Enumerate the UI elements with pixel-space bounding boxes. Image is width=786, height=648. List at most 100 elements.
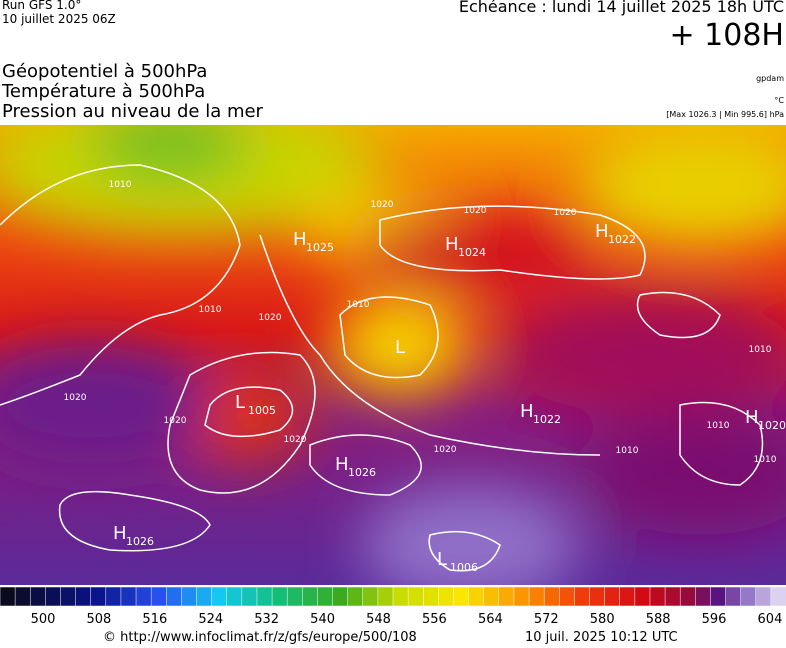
footer-url: © http://www.infoclimat.fr/z/gfs/europe/…	[103, 630, 417, 645]
isobar-label: 1010	[347, 300, 370, 310]
color-swatch	[483, 586, 500, 607]
unit: [Max 1026.3 | Min 995.6] hPa	[666, 110, 784, 119]
color-swatch	[710, 586, 727, 607]
color-swatch	[14, 586, 31, 607]
color-swatch	[619, 586, 636, 607]
isobar-label: 1010	[749, 345, 772, 355]
color-swatch	[755, 586, 772, 607]
isobar-label: 1020	[371, 200, 394, 210]
colorbar-label: 516	[142, 612, 167, 627]
color-swatch	[377, 586, 394, 607]
color-swatch	[770, 586, 786, 607]
color-swatch	[513, 586, 530, 607]
colorbar-label: 596	[702, 612, 727, 627]
isobar-label: 1010	[707, 421, 730, 431]
isobar-label: 1010	[616, 446, 639, 456]
color-swatch	[559, 586, 576, 607]
colorbar-label: 532	[254, 612, 279, 627]
colorbar-label: 580	[590, 612, 615, 627]
color-swatch	[211, 586, 228, 607]
color-swatch	[226, 586, 243, 607]
center-type: H	[335, 454, 349, 475]
color-swatch	[105, 586, 122, 607]
colorbar-label: 604	[758, 612, 783, 627]
color-swatch	[271, 586, 288, 607]
center-value: 1022	[533, 413, 561, 426]
isobar-label: 1010	[754, 455, 777, 465]
color-swatch	[725, 586, 742, 607]
color-swatch	[196, 586, 213, 607]
unit: gpdam	[756, 74, 784, 83]
color-swatch	[286, 586, 304, 607]
color-swatch	[302, 586, 319, 607]
center-value: 1025	[306, 241, 334, 254]
isobar-label: 1020	[554, 208, 577, 218]
colorbar-label: 548	[366, 612, 391, 627]
isobar-label: 1010	[199, 305, 222, 315]
isobar-label: 1020	[259, 313, 282, 323]
color-swatch	[29, 586, 47, 607]
color-swatch	[120, 586, 137, 607]
color-swatch	[90, 586, 107, 607]
color-swatch	[604, 586, 621, 607]
unit: °C	[774, 96, 784, 105]
color-swatch	[649, 586, 666, 607]
color-swatch	[135, 586, 152, 607]
color-swatch	[166, 586, 183, 607]
color-swatch	[589, 586, 606, 607]
center-value: 1005	[248, 404, 276, 417]
footer-timestamp: 10 juil. 2025 10:12 UTC	[525, 630, 678, 645]
center-type: H	[113, 523, 127, 544]
color-swatch	[75, 586, 92, 607]
color-swatch	[695, 586, 712, 607]
center-type: H	[445, 234, 459, 255]
color-swatch	[317, 586, 334, 607]
color-swatch	[679, 586, 697, 607]
center-value: 1024	[458, 246, 486, 259]
color-swatch	[241, 586, 258, 607]
center-type: H	[293, 229, 307, 250]
run: Run GFS 1.0°	[2, 0, 82, 12]
color-swatch	[528, 586, 545, 607]
color-swatch	[0, 586, 16, 607]
center-type: H	[595, 221, 609, 242]
isobar-label: 1020	[434, 445, 457, 455]
lead-time: + 108H	[669, 18, 785, 53]
color-swatch	[438, 586, 455, 607]
colorbar-label: 556	[422, 612, 447, 627]
colorbar-label: 524	[198, 612, 223, 627]
isobars	[0, 164, 764, 572]
color-swatch	[498, 586, 515, 607]
color-swatch	[574, 586, 591, 607]
color-swatch	[45, 586, 62, 607]
isobar-label: 1020	[284, 435, 307, 445]
color-swatch	[60, 586, 77, 607]
color-swatch	[256, 586, 273, 607]
center-value: 1022	[608, 233, 636, 246]
color-swatch	[468, 586, 485, 607]
color-swatch	[664, 586, 681, 607]
isobar-label: 1020	[164, 416, 187, 426]
run-date: 10 juillet 2025 06Z	[2, 12, 116, 26]
title: Température à 500hPa	[2, 81, 206, 102]
color-swatch	[332, 586, 349, 607]
isobar-label: 1020	[64, 393, 87, 403]
center-value: 1006	[450, 561, 478, 574]
color-swatch	[407, 586, 424, 607]
color-swatch	[181, 586, 198, 607]
center-type: H	[520, 401, 534, 422]
center-type: H	[745, 407, 759, 428]
colorbar: 500 508 516 524 532 540 548 556 564 572 580 588 596 6…	[0, 586, 786, 627]
color-swatch	[392, 586, 409, 607]
color-swatch	[422, 586, 440, 607]
colorbar-label: 564	[478, 612, 503, 627]
center-value: 1026	[126, 535, 154, 548]
color-swatch	[543, 586, 561, 607]
title: Géopotentiel à 500hPa	[2, 61, 208, 82]
colorbar-label: 572	[534, 612, 559, 627]
isobar-label: 1010	[109, 180, 132, 190]
colorbar-label: 588	[646, 612, 671, 627]
echeance: Echéance : lundi 14 juillet 2025 18h UTC	[458, 0, 784, 16]
